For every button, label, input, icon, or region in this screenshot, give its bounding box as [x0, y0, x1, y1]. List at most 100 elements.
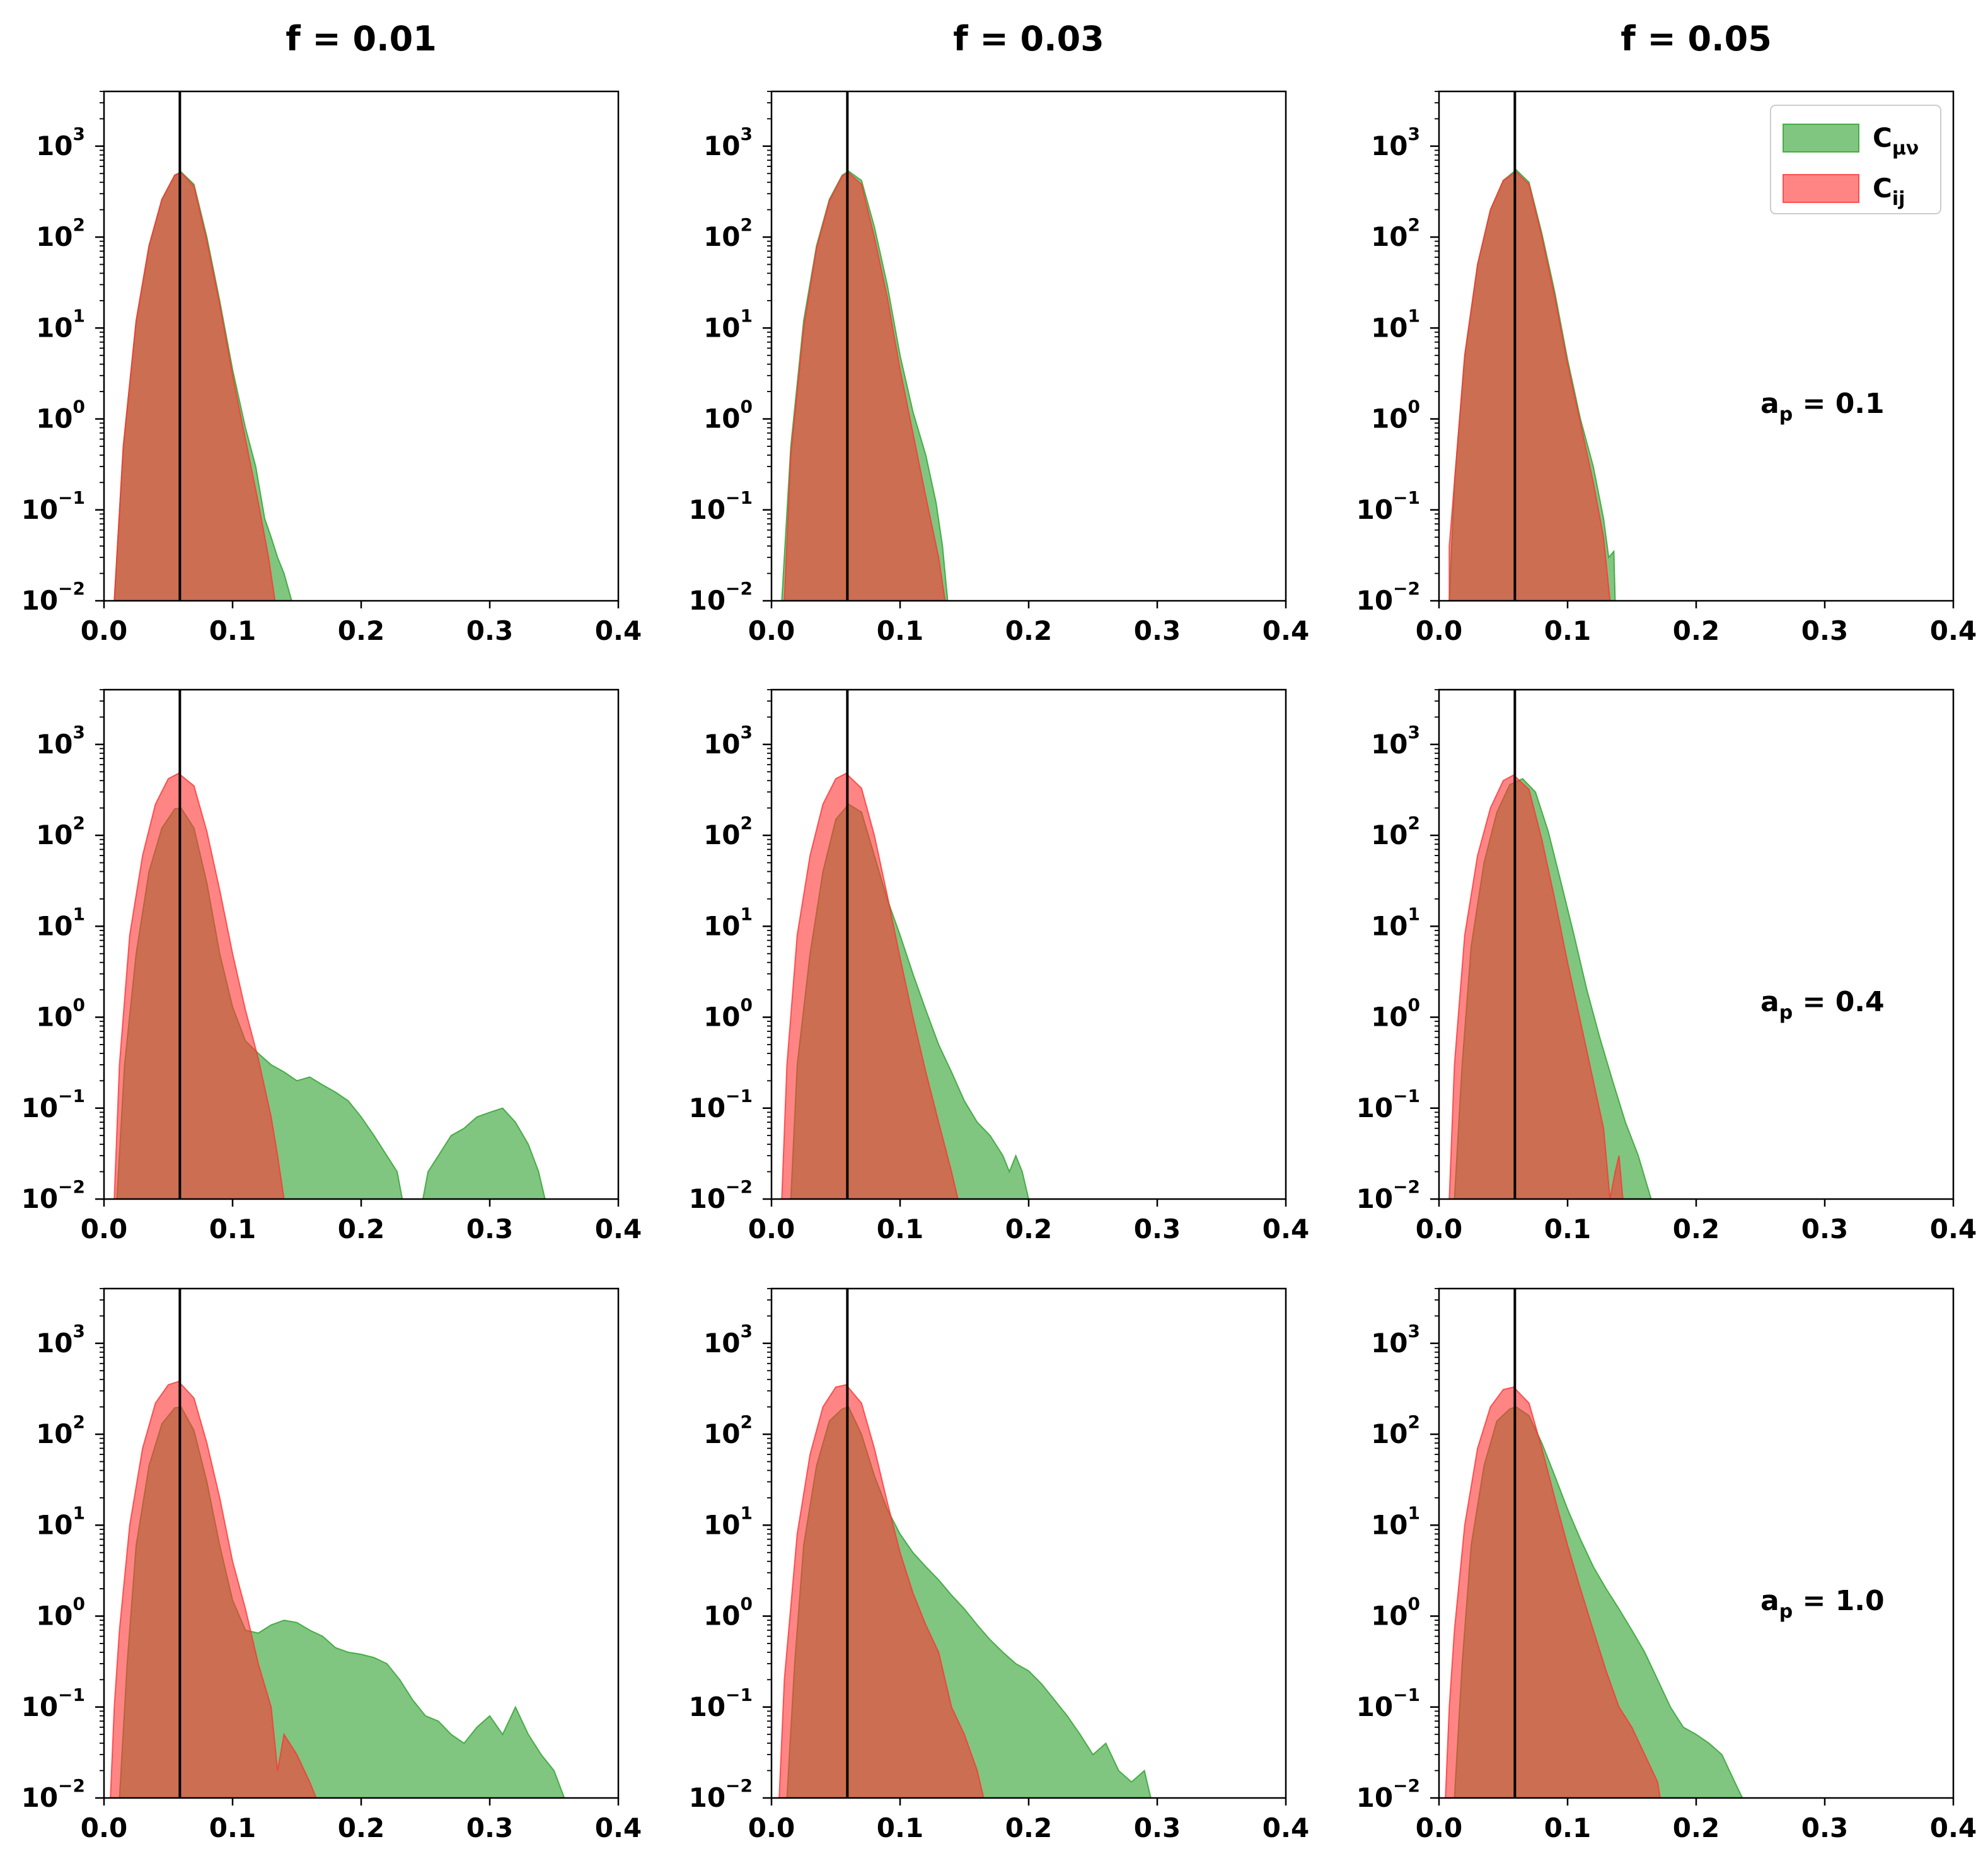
area-c-ij	[113, 772, 285, 1199]
x-tick-label: 0.1	[877, 1812, 923, 1843]
y-tick-label: 103	[1371, 124, 1420, 161]
x-tick-label: 0.3	[1801, 615, 1848, 646]
x-tick-label: 0.0	[748, 1214, 795, 1244]
x-tick-label: 0.1	[209, 615, 256, 646]
x-tick-label: 0.2	[1673, 615, 1719, 646]
y-tick-label: 100	[36, 397, 85, 434]
y-tick-label: 103	[36, 124, 85, 161]
x-tick-label: 0.1	[877, 1214, 923, 1244]
y-tick-label: 10−2	[21, 1775, 85, 1813]
area-layer	[781, 170, 949, 601]
x-tick-label: 0.3	[1134, 1812, 1181, 1843]
x-tick-label: 0.3	[1134, 615, 1181, 646]
y-tick-label: 103	[36, 722, 85, 760]
area-layer	[110, 1381, 565, 1798]
y-tick-label: 101	[1371, 903, 1420, 941]
panel-r2-c1: 0.0 0.1 0.2 0.3 0.4 10−2 10−1 100 101 102 103	[689, 1287, 1309, 1843]
panel-r0-c0: 0.0 0.1 0.2 0.3 0.4 10−2 10−1 100 101 102 103	[21, 90, 642, 646]
row-annotation: ap = 0.1	[1760, 388, 1885, 426]
panel-r1-c2: 0.0 0.1 0.2 0.3 0.4 10−2 10−1 100 101 102 103 ap = …	[1356, 688, 1977, 1244]
y-tick-label: 102	[703, 1412, 753, 1449]
x-tick-label: 0.1	[1544, 1812, 1591, 1843]
column-title-2: f = 0.05	[1621, 19, 1772, 59]
x-tick-label: 0.1	[209, 1812, 256, 1843]
y-tick-label: 10−2	[1356, 1176, 1420, 1214]
x-tick-label: 0.4	[595, 615, 642, 646]
x-tick-label: 0.3	[466, 1812, 513, 1843]
y-tick-label: 103	[703, 1321, 753, 1359]
panel-r1-c1: 0.0 0.1 0.2 0.3 0.4 10−2 10−1 100 101 102 103	[689, 688, 1309, 1244]
y-tick-label: 100	[1371, 1594, 1420, 1632]
y-tick-label: 10−1	[689, 1086, 753, 1123]
y-tick-label: 102	[1371, 813, 1420, 850]
area-c-ij	[783, 171, 946, 601]
legend-swatch	[1783, 174, 1859, 203]
legend-swatch	[1783, 124, 1859, 153]
x-tick-label: 0.4	[1930, 1812, 1977, 1843]
y-tick-label: 10−1	[1356, 1086, 1420, 1123]
column-title-1: f = 0.03	[953, 19, 1104, 59]
x-tick-label: 0.2	[1005, 1812, 1052, 1843]
y-tick-label: 101	[703, 305, 753, 343]
x-tick-label: 0.4	[1263, 1812, 1309, 1843]
area-layer	[1448, 774, 1652, 1199]
x-tick-label: 0.1	[877, 615, 923, 646]
y-tick-label: 103	[1371, 722, 1420, 760]
y-tick-label: 103	[36, 1321, 85, 1359]
x-tick-label: 0.1	[1544, 1214, 1591, 1244]
panel-r1-c0: 0.0 0.1 0.2 0.3 0.4 10−2 10−1 100 101 102 103	[21, 688, 642, 1244]
y-tick-label: 10−1	[21, 1086, 85, 1123]
x-tick-label: 0.0	[1416, 615, 1462, 646]
y-tick-label: 100	[36, 995, 85, 1033]
x-tick-label: 0.2	[338, 615, 384, 646]
area-c-ij	[110, 1381, 317, 1798]
x-tick-label: 0.3	[466, 615, 513, 646]
legend-label: Cμν	[1873, 122, 1919, 159]
y-tick-label: 103	[703, 124, 753, 161]
y-tick-label: 103	[703, 722, 753, 760]
area-layer	[1445, 1386, 1743, 1798]
row-annotation: ap = 1.0	[1760, 1585, 1885, 1623]
y-tick-label: 102	[36, 1412, 85, 1449]
y-tick-label: 102	[36, 813, 85, 850]
x-tick-label: 0.3	[466, 1214, 513, 1244]
x-tick-label: 0.2	[1673, 1812, 1719, 1843]
y-tick-label: 101	[1371, 305, 1420, 343]
panel-r2-c2: 0.0 0.1 0.2 0.3 0.4 10−2 10−1 100 101 102 103 ap = …	[1356, 1287, 1977, 1843]
area-layer	[778, 1384, 1152, 1798]
x-tick-label: 0.0	[1416, 1812, 1462, 1843]
y-tick-label: 102	[1371, 214, 1420, 252]
y-tick-label: 101	[36, 903, 85, 941]
area-c-ij	[1445, 1386, 1661, 1798]
area-c-ij	[1448, 171, 1611, 601]
area-layer	[113, 171, 292, 601]
x-tick-label: 0.1	[209, 1214, 256, 1244]
x-tick-label: 0.3	[1801, 1214, 1848, 1244]
y-tick-label: 101	[36, 1502, 85, 1540]
y-tick-label: 10−1	[21, 487, 85, 525]
x-tick-label: 0.4	[1930, 615, 1977, 646]
x-tick-label: 0.0	[748, 1812, 795, 1843]
x-tick-label: 0.0	[81, 1214, 127, 1244]
panels: 0.0 0.1 0.2 0.3 0.4 10−2 10−1 100 101 102 103 0.0 0.…	[21, 90, 1977, 1843]
y-tick-label: 10−2	[1356, 1775, 1420, 1813]
y-tick-label: 10−2	[1356, 578, 1420, 616]
area-c-ij	[781, 772, 959, 1199]
x-tick-label: 0.0	[81, 615, 127, 646]
area-layer	[781, 772, 1030, 1199]
area-c-ij	[1448, 774, 1624, 1199]
x-tick-label: 0.3	[1801, 1812, 1848, 1843]
panel-r0-c1: 0.0 0.1 0.2 0.3 0.4 10−2 10−1 100 101 102 103	[689, 90, 1309, 646]
x-tick-label: 0.2	[338, 1812, 384, 1843]
column-titles: f = 0.01 f = 0.03 f = 0.05	[286, 19, 1772, 59]
x-tick-label: 0.4	[595, 1812, 642, 1843]
y-tick-label: 10−1	[21, 1684, 85, 1722]
y-tick-label: 10−2	[21, 578, 85, 616]
area-layer	[113, 772, 546, 1199]
y-tick-label: 100	[36, 1594, 85, 1632]
y-tick-label: 100	[703, 1594, 753, 1632]
y-tick-label: 101	[703, 903, 753, 941]
y-tick-label: 102	[703, 813, 753, 850]
x-tick-label: 0.0	[748, 615, 795, 646]
x-tick-label: 0.1	[1544, 615, 1591, 646]
